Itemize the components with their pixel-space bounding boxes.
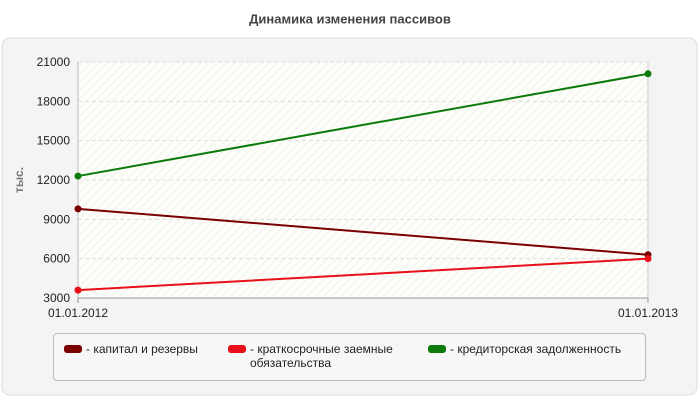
legend-label: - кредиторская задолженность	[450, 342, 622, 356]
y-tick-label: 6000	[43, 252, 70, 266]
legend-label: - капитал и резервы	[86, 342, 198, 356]
legend-item[interactable]: - капитал и резервы	[64, 342, 198, 356]
y-tick-label: 3000	[43, 291, 70, 305]
chart-title: Динамика изменения пассивов	[249, 11, 451, 26]
y-axis-label: тыс.	[12, 167, 26, 193]
y-tick-label: 15000	[37, 134, 71, 148]
legend-item[interactable]: - краткосрочные заемные обязательства	[228, 342, 410, 370]
legend-swatch	[64, 345, 82, 353]
y-tick-label: 12000	[37, 173, 71, 187]
point	[74, 205, 82, 213]
legend-label: - краткосрочные заемные обязательства	[250, 342, 393, 370]
point	[644, 70, 652, 78]
point	[644, 255, 652, 263]
legend-item[interactable]: - кредиторская задолженность	[428, 342, 621, 356]
legend-swatch	[428, 345, 446, 353]
y-tick-label: 9000	[43, 212, 70, 226]
series-line	[77, 257, 649, 292]
point	[74, 286, 82, 294]
series-line	[77, 207, 649, 256]
legend: - капитал и резервы - краткосрочные заемн…	[53, 333, 646, 381]
legend-swatch	[228, 345, 246, 353]
point	[74, 172, 82, 180]
series-line	[77, 72, 649, 178]
y-tick-label: 18000	[37, 94, 71, 108]
y-tick-label: 21000	[37, 55, 71, 69]
x-tick-label: 01.01.2012	[48, 306, 108, 320]
x-tick-label: 01.01.2013	[618, 306, 678, 320]
